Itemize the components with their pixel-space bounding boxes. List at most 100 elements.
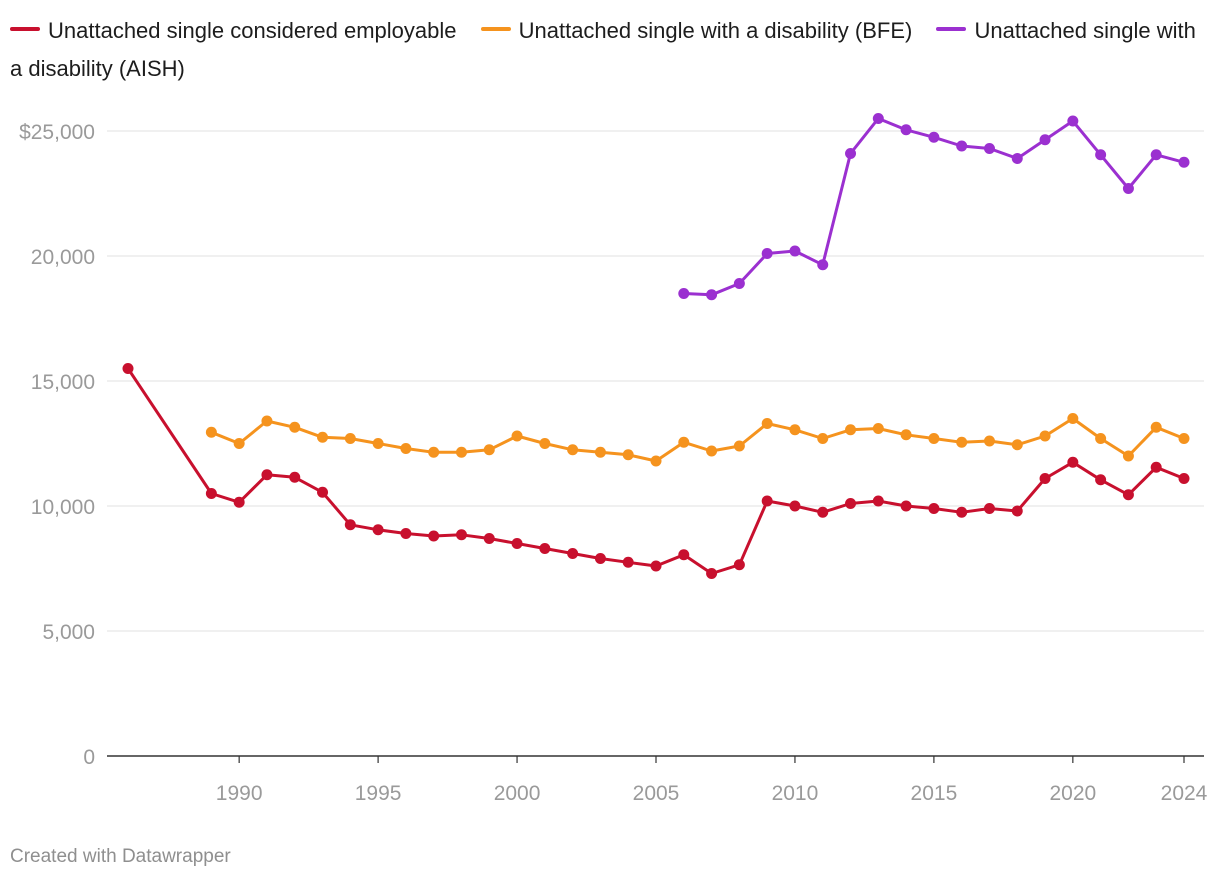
data-point-aish	[928, 131, 940, 143]
data-point-bfe	[845, 424, 857, 436]
data-point-employable	[678, 549, 690, 561]
x-tick-label: 2015	[911, 782, 958, 805]
data-point-employable	[1178, 473, 1190, 484]
data-point-employable	[650, 560, 662, 572]
data-point-aish	[1095, 149, 1107, 161]
data-point-aish	[956, 140, 968, 152]
data-point-bfe	[455, 446, 467, 458]
data-point-employable	[706, 568, 718, 579]
data-point-employable	[539, 543, 551, 554]
data-point-bfe	[956, 436, 968, 448]
legend-label-employable: Unattached single considered employable	[48, 18, 457, 43]
series-line-aish	[682, 117, 1186, 297]
data-point-bfe	[789, 424, 801, 436]
data-point-bfe	[567, 444, 579, 456]
data-point-bfe	[817, 433, 829, 444]
data-point-bfe	[928, 433, 940, 444]
data-point-aish	[1122, 183, 1134, 194]
data-point-employable	[261, 469, 273, 481]
data-point-bfe	[594, 446, 606, 458]
data-point-employable	[761, 495, 773, 507]
legend-label-aish: Unattached single with a disability (AIS…	[10, 18, 1196, 81]
data-point-bfe	[289, 421, 301, 433]
data-point-employable	[233, 496, 245, 508]
legend-item-employable: Unattached single considered employable	[10, 18, 456, 43]
data-point-employable	[344, 519, 356, 531]
data-point-aish	[789, 245, 801, 257]
data-point-aish	[733, 278, 745, 289]
data-point-employable	[511, 538, 523, 549]
data-point-employable	[1150, 461, 1162, 473]
x-tick-label: 2024	[1161, 782, 1208, 805]
data-point-aish	[1067, 115, 1079, 127]
legend-swatch-employable	[10, 27, 40, 32]
data-point-employable	[567, 548, 579, 559]
y-tick-label: 0	[83, 746, 95, 769]
data-point-bfe	[233, 438, 245, 449]
data-point-bfe	[678, 436, 690, 448]
data-point-bfe	[400, 443, 412, 454]
y-tick-label: 15,000	[31, 371, 95, 394]
data-point-bfe	[344, 433, 356, 444]
data-point-aish	[706, 289, 718, 301]
data-point-employable	[317, 486, 329, 498]
legend-label-bfe: Unattached single with a disability (BFE…	[518, 18, 913, 43]
legend: Unattached single considered employable …	[10, 12, 1200, 88]
data-point-employable	[122, 363, 134, 374]
x-tick-label: 1990	[216, 782, 263, 805]
data-point-employable	[372, 524, 384, 536]
data-point-employable	[928, 503, 940, 514]
x-tick-label: 2005	[633, 782, 680, 805]
data-point-employable	[956, 506, 968, 518]
data-point-employable	[1039, 473, 1051, 484]
data-point-bfe	[622, 449, 634, 461]
y-tick-label: 20,000	[31, 246, 95, 269]
data-point-employable	[1067, 456, 1079, 468]
data-point-employable	[455, 529, 467, 541]
data-point-aish	[1039, 134, 1051, 146]
data-point-bfe	[1067, 413, 1079, 424]
data-point-employable	[733, 559, 745, 571]
data-point-bfe	[428, 446, 440, 458]
data-point-aish	[1178, 156, 1190, 168]
data-point-employable	[483, 533, 495, 544]
legend-swatch-bfe	[480, 27, 511, 32]
x-tick-label: 2010	[772, 782, 819, 805]
data-point-bfe	[900, 429, 912, 441]
series-line-employable	[126, 367, 1186, 575]
x-tick-label: 2000	[494, 782, 541, 805]
data-point-bfe	[1150, 421, 1162, 433]
data-point-bfe	[1039, 430, 1051, 442]
data-point-employable	[289, 471, 301, 483]
data-point-employable	[1011, 505, 1023, 517]
data-point-bfe	[483, 444, 495, 456]
data-point-bfe	[1095, 433, 1107, 444]
data-point-bfe	[205, 426, 217, 438]
data-point-bfe	[261, 415, 273, 427]
data-point-aish	[1011, 153, 1023, 164]
data-point-aish	[817, 259, 829, 271]
data-point-bfe	[706, 445, 718, 457]
axes: 0 5,000 10,000 15,000 20,000 $25,000 1990 1995 2…	[19, 121, 1208, 805]
data-point-bfe	[317, 431, 329, 443]
data-point-employable	[428, 530, 440, 542]
series-line-bfe	[209, 417, 1186, 463]
x-tick-label: 1995	[355, 782, 402, 805]
gridlines	[107, 130, 1204, 632]
data-point-employable	[900, 500, 912, 512]
data-point-bfe	[511, 430, 523, 442]
data-point-bfe	[1011, 439, 1023, 451]
data-point-bfe	[872, 423, 884, 434]
data-point-aish	[761, 248, 773, 259]
data-point-aish	[1150, 149, 1162, 161]
series-lines	[122, 113, 1190, 579]
data-point-employable	[983, 503, 995, 514]
legend-item-aish: Unattached single with a disability (AIS…	[10, 18, 1196, 81]
data-point-employable	[205, 488, 217, 499]
data-point-bfe	[1178, 433, 1190, 444]
data-point-bfe	[650, 455, 662, 467]
legend-swatch-aish	[936, 27, 967, 32]
data-point-bfe	[983, 435, 995, 447]
data-point-employable	[1095, 474, 1107, 486]
data-point-aish	[678, 288, 690, 299]
